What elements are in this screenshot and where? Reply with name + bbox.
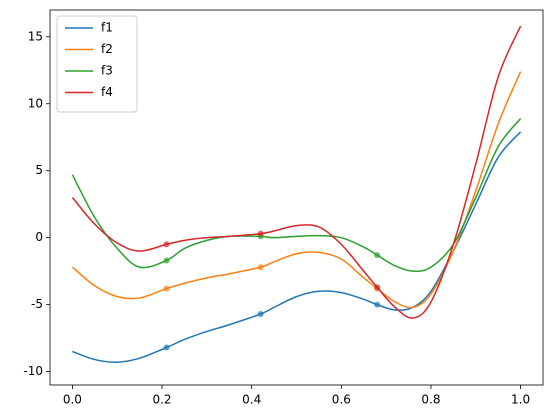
y-tick-label: -5 bbox=[31, 297, 43, 311]
y-tick-label: 5 bbox=[35, 163, 43, 177]
legend-label: f1 bbox=[101, 21, 113, 35]
x-tick-label: 0.6 bbox=[332, 393, 351, 407]
series-marker bbox=[163, 257, 170, 264]
series-line bbox=[72, 131, 522, 364]
legend-box bbox=[56, 15, 138, 113]
series-marker bbox=[257, 264, 264, 271]
series-marker bbox=[374, 252, 381, 259]
series-marker bbox=[163, 285, 170, 292]
legend-label: f2 bbox=[101, 42, 113, 56]
series-marker bbox=[374, 301, 381, 308]
series-marker bbox=[163, 344, 170, 351]
series-line bbox=[71, 118, 522, 273]
x-tick-label: 0.4 bbox=[242, 393, 261, 407]
legend-label: f4 bbox=[101, 85, 113, 99]
y-tick-label: 0 bbox=[35, 230, 43, 244]
plot-frame bbox=[49, 9, 544, 386]
x-tick-label: 0.0 bbox=[63, 393, 82, 407]
y-tick-label: 15 bbox=[28, 29, 43, 43]
series-marker bbox=[257, 230, 264, 237]
series-marker bbox=[374, 284, 381, 291]
series-line bbox=[71, 25, 522, 319]
x-tick-label: 1.0 bbox=[511, 393, 530, 407]
x-tick-label: 0.2 bbox=[152, 393, 171, 407]
legend-label: f3 bbox=[101, 64, 113, 78]
series-marker bbox=[163, 241, 170, 248]
x-tick-label: 0.8 bbox=[421, 393, 440, 407]
y-tick-label: -10 bbox=[23, 364, 43, 378]
y-tick-label: 10 bbox=[28, 96, 43, 110]
series-marker bbox=[257, 311, 264, 318]
